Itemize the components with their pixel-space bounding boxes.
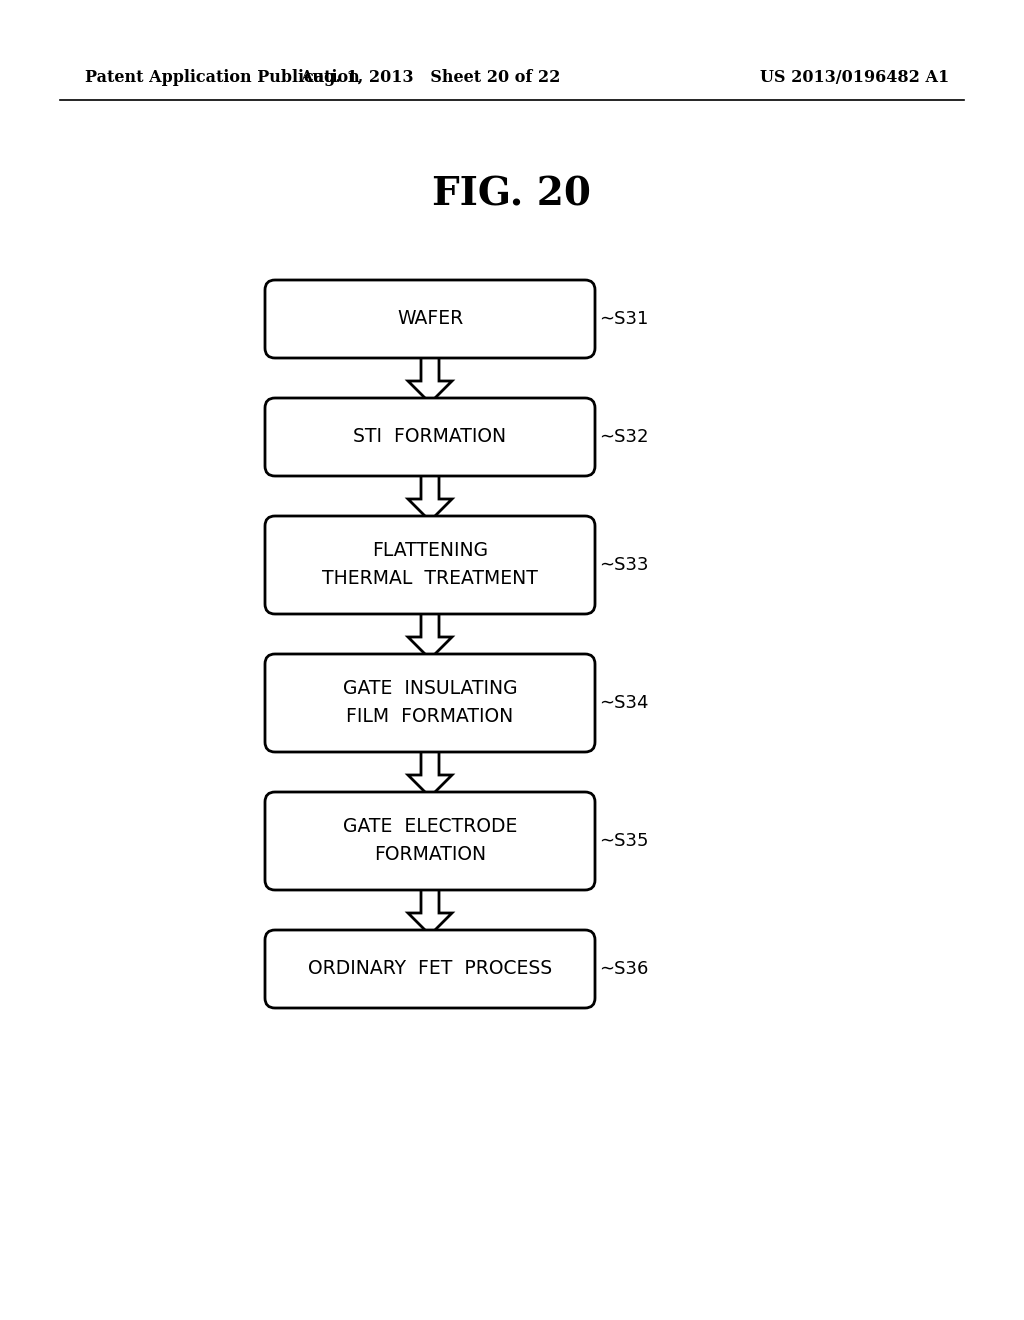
- Polygon shape: [408, 884, 452, 935]
- FancyBboxPatch shape: [265, 280, 595, 358]
- Text: FLATTENING
THERMAL  TREATMENT: FLATTENING THERMAL TREATMENT: [323, 541, 538, 589]
- Text: US 2013/0196482 A1: US 2013/0196482 A1: [760, 70, 949, 87]
- Polygon shape: [408, 471, 452, 521]
- Text: Aug. 1, 2013   Sheet 20 of 22: Aug. 1, 2013 Sheet 20 of 22: [300, 70, 560, 87]
- Text: WAFER: WAFER: [397, 309, 463, 329]
- Polygon shape: [408, 747, 452, 797]
- Text: STI  FORMATION: STI FORMATION: [353, 428, 507, 446]
- FancyBboxPatch shape: [265, 792, 595, 890]
- Text: ∼S33: ∼S33: [599, 556, 648, 574]
- Polygon shape: [408, 609, 452, 659]
- Text: ∼S34: ∼S34: [599, 694, 648, 711]
- Text: GATE  ELECTRODE
FORMATION: GATE ELECTRODE FORMATION: [343, 817, 517, 865]
- Text: ∼S36: ∼S36: [599, 960, 648, 978]
- Text: GATE  INSULATING
FILM  FORMATION: GATE INSULATING FILM FORMATION: [343, 680, 517, 726]
- Text: ∼S35: ∼S35: [599, 832, 648, 850]
- Text: ∼S32: ∼S32: [599, 428, 648, 446]
- Text: ORDINARY  FET  PROCESS: ORDINARY FET PROCESS: [308, 960, 552, 978]
- FancyBboxPatch shape: [265, 399, 595, 477]
- Text: ∼S31: ∼S31: [599, 310, 648, 327]
- Text: Patent Application Publication: Patent Application Publication: [85, 70, 359, 87]
- Text: FIG. 20: FIG. 20: [432, 176, 592, 214]
- FancyBboxPatch shape: [265, 516, 595, 614]
- FancyBboxPatch shape: [265, 931, 595, 1008]
- FancyBboxPatch shape: [265, 653, 595, 752]
- Polygon shape: [408, 352, 452, 403]
